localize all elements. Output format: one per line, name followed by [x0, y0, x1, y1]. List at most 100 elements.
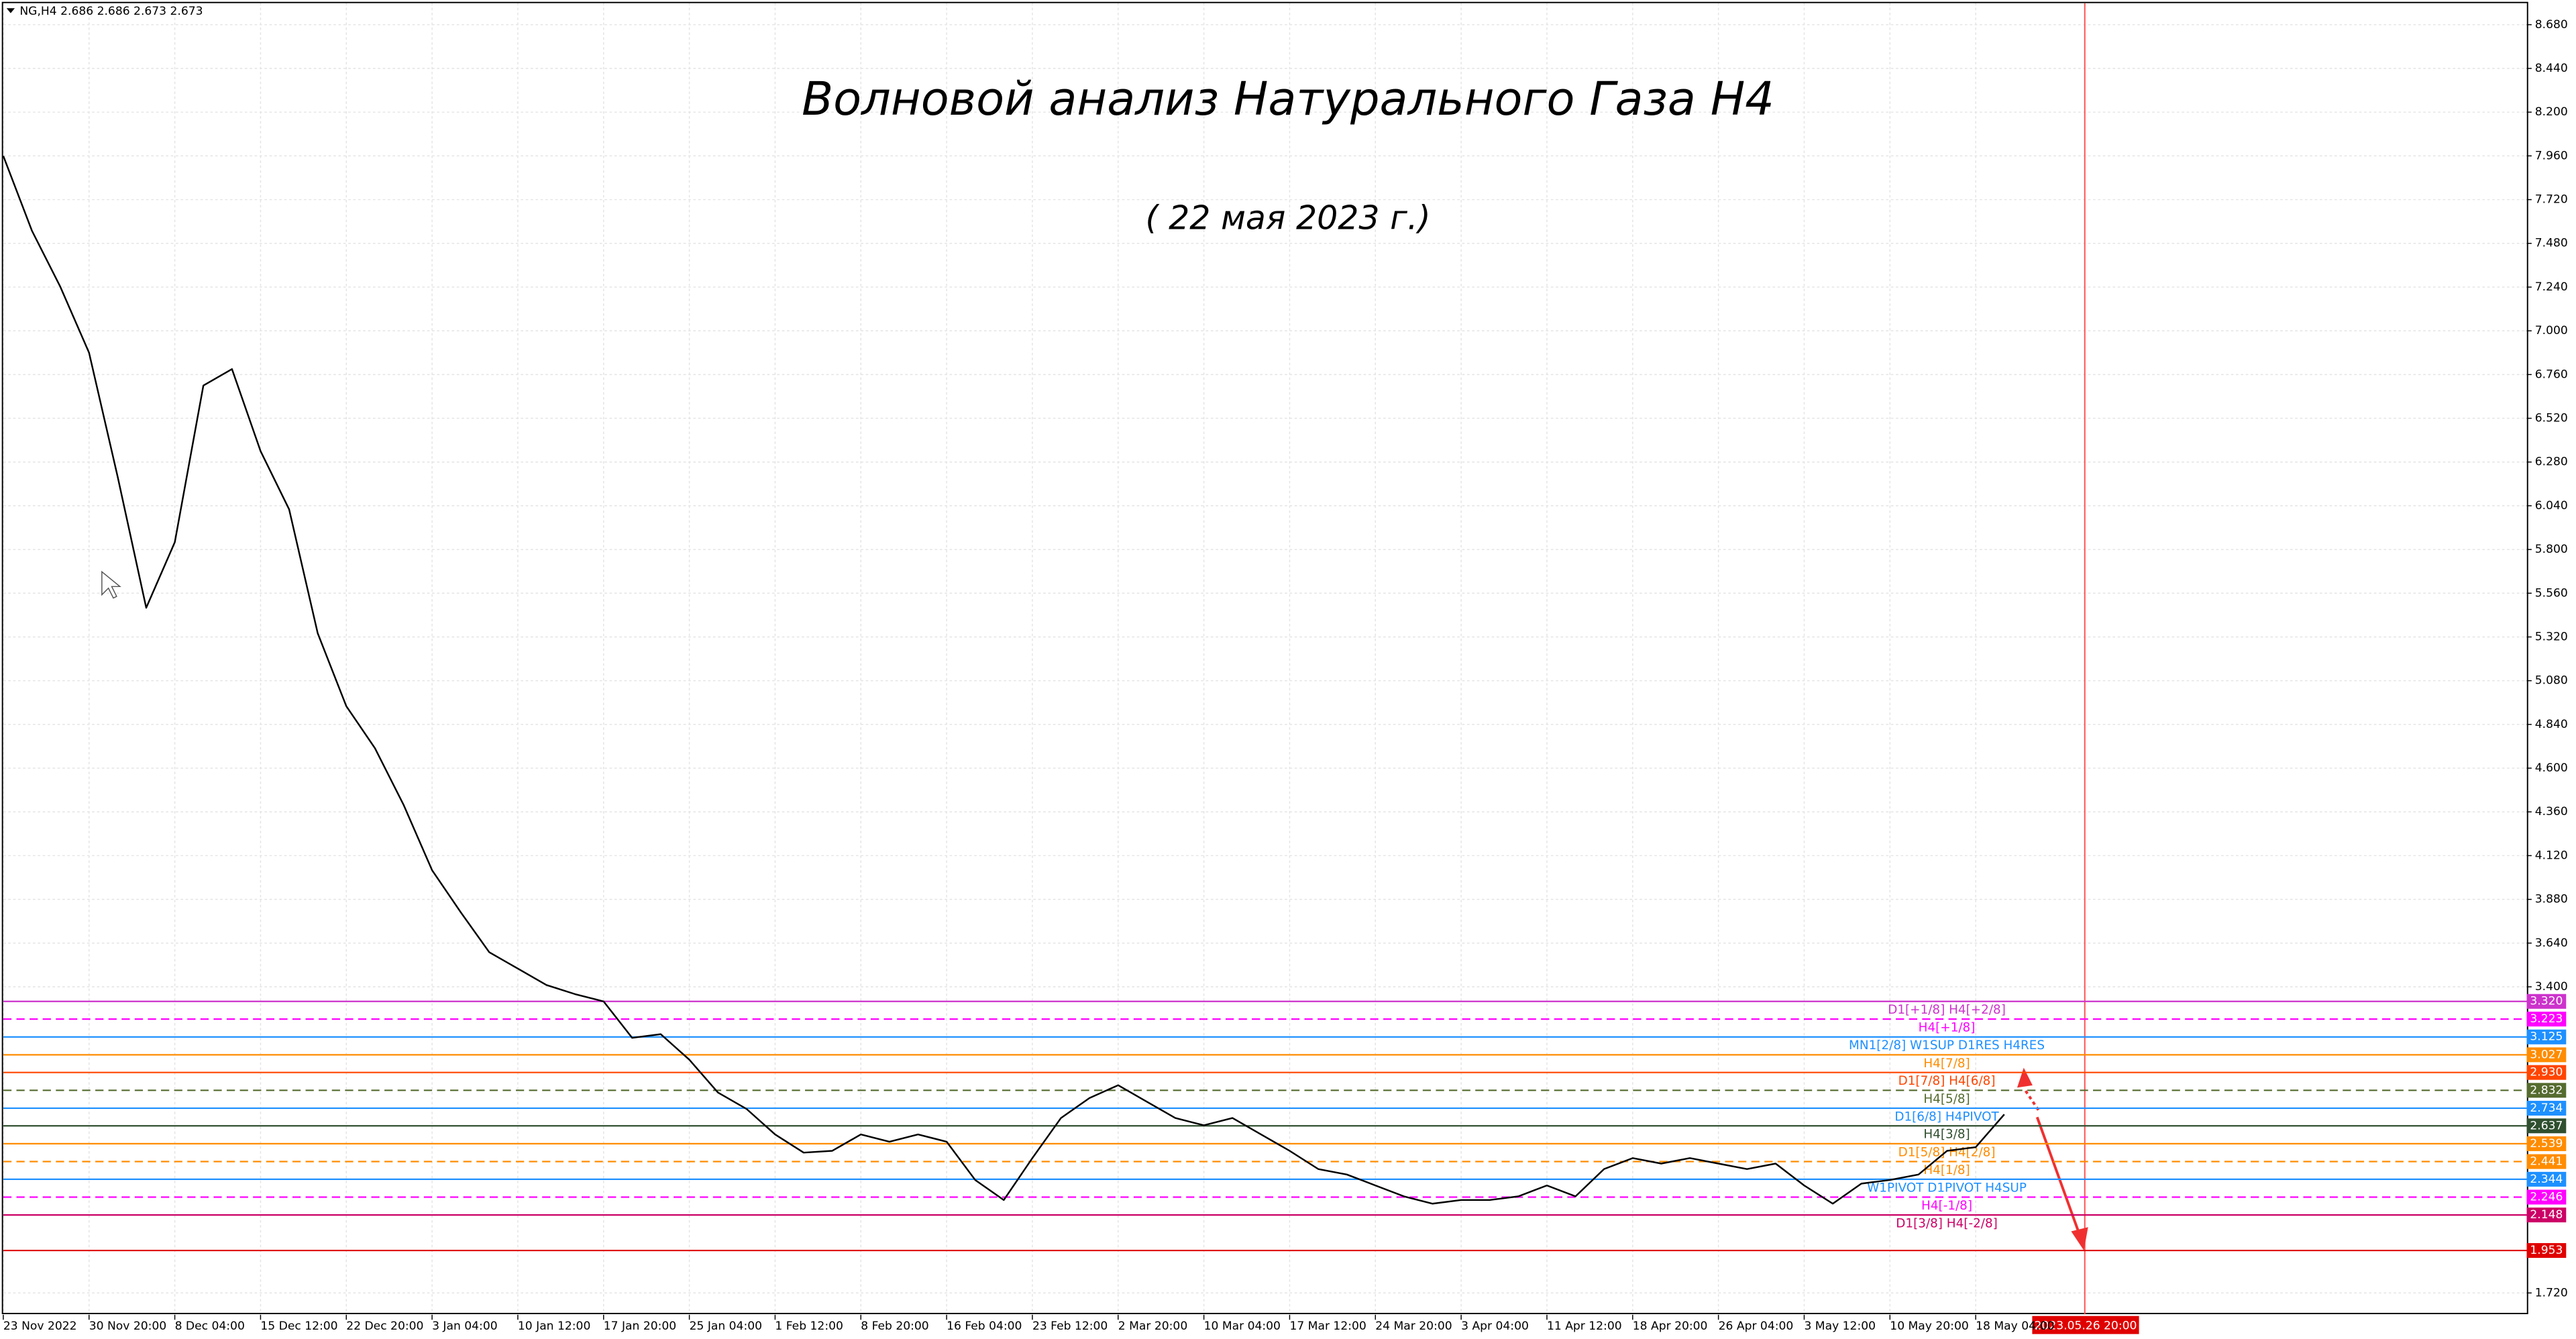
cursor-tag — [2032, 1316, 2139, 1334]
level-label: MN1[2/8] W1SUP D1RES H4RES — [1849, 1038, 2045, 1053]
x-tick-label: 11 Apr 12:00 — [1547, 1320, 1622, 1333]
price-tag-label: 2.734 — [2530, 1102, 2563, 1115]
x-tick-label: 8 Feb 20:00 — [861, 1320, 928, 1333]
level-label: H4[-1/8] — [1921, 1199, 1972, 1213]
y-tick-label: 6.280 — [2535, 456, 2568, 469]
x-tick-label: 3 Jan 04:00 — [432, 1320, 498, 1333]
y-tick-label: 5.080 — [2535, 674, 2568, 688]
price-tag — [2526, 1154, 2567, 1169]
price-tag-label: 2.441 — [2530, 1155, 2563, 1169]
y-tick-label: 4.840 — [2535, 718, 2568, 731]
price-tag — [2526, 1243, 2567, 1258]
x-tick-label: 17 Mar 12:00 — [1289, 1320, 1366, 1333]
price-tag-label: 2.637 — [2530, 1119, 2563, 1132]
x-tick-label: 18 May 04:00 — [1976, 1320, 2054, 1333]
price-tag-label: 1.953 — [2530, 1244, 2563, 1257]
x-tick-label: 10 Mar 04:00 — [1204, 1320, 1281, 1333]
price-tag-label: 2.539 — [2530, 1137, 2563, 1150]
y-tick-label: 4.600 — [2535, 761, 2568, 775]
y-tick-label: 5.800 — [2535, 543, 2568, 556]
price-tag — [2526, 994, 2567, 1009]
x-tick-label: 23 Feb 12:00 — [1032, 1320, 1108, 1333]
price-tag-label: 2.148 — [2530, 1208, 2563, 1222]
chart-subtitle: ( 22 мая 2023 г.) — [1145, 199, 1430, 237]
level-label: H4[5/8] — [1923, 1092, 1970, 1106]
x-tick-label: 16 Feb 04:00 — [947, 1320, 1022, 1333]
x-tick-label: 24 Mar 20:00 — [1375, 1320, 1452, 1333]
level-label: D1[6/8] H4PIVOT — [1894, 1110, 1999, 1124]
price-tag — [2526, 1012, 2567, 1027]
level-label: H4[3/8] — [1923, 1128, 1970, 1142]
x-tick-label: 3 May 12:00 — [1804, 1320, 1876, 1333]
price-tag-label: 2.832 — [2530, 1083, 2563, 1097]
x-tick-label: 10 Jan 12:00 — [518, 1320, 590, 1333]
y-tick-label: 1.720 — [2535, 1286, 2568, 1299]
x-tick-label: 23 Nov 2022 — [3, 1320, 77, 1333]
y-tick-label: 7.480 — [2535, 237, 2568, 250]
price-tag-label: 3.320 — [2530, 995, 2563, 1008]
forecast-arrow — [2035, 1116, 2082, 1236]
cursor-time: 2023.05.26 20:00 — [2035, 1319, 2137, 1332]
y-tick-label: 6.040 — [2535, 499, 2568, 513]
price-tag — [2526, 1029, 2567, 1045]
x-tick-label: 18 Apr 20:00 — [1633, 1320, 1708, 1333]
price-tag-label: 3.125 — [2530, 1030, 2563, 1044]
y-tick-label: 8.440 — [2535, 62, 2568, 75]
x-tick-label: 8 Dec 04:00 — [175, 1320, 245, 1333]
price-tag-label: 2.930 — [2530, 1066, 2563, 1079]
price-tag — [2526, 1047, 2567, 1063]
x-tick-label: 26 Apr 04:00 — [1719, 1320, 1794, 1333]
price-line — [2, 155, 2005, 1205]
plot-frame — [1, 1, 2528, 1314]
x-tick-label: 15 Dec 12:00 — [260, 1320, 337, 1333]
y-tick-label: 8.680 — [2535, 18, 2568, 32]
price-tag — [2526, 1208, 2567, 1223]
price-tag — [2526, 1171, 2567, 1187]
y-tick-label: 5.560 — [2535, 586, 2568, 600]
x-tick-label: 30 Nov 20:00 — [89, 1320, 166, 1333]
y-tick-label: 4.360 — [2535, 805, 2568, 818]
level-label: D1[5/8] H4[2/8] — [1898, 1145, 1996, 1159]
arrow-head — [2017, 1067, 2033, 1088]
price-tag — [2526, 1118, 2567, 1134]
y-tick-label: 5.320 — [2535, 630, 2568, 643]
level-label: W1PIVOT D1PIVOT H4SUP — [1867, 1181, 2027, 1195]
x-tick-label: 25 Jan 04:00 — [690, 1320, 762, 1333]
grid — [3, 3, 2527, 1315]
chart-title: Волновой анализ Натурального Газа H4 — [802, 72, 1774, 126]
y-tick-label: 6.520 — [2535, 412, 2568, 425]
x-tick-label: 3 Apr 04:00 — [1461, 1320, 1529, 1333]
price-tag — [2526, 1100, 2567, 1116]
price-tag-label: 3.027 — [2530, 1048, 2563, 1061]
y-tick-label: 8.200 — [2535, 105, 2568, 119]
price-tag-label: 3.223 — [2530, 1012, 2563, 1026]
y-tick-label: 6.760 — [2535, 368, 2568, 381]
level-label: H4[1/8] — [1923, 1163, 1970, 1177]
level-label: D1[+1/8] H4[+2/8] — [1888, 1003, 2006, 1017]
x-tick-label: 1 Feb 12:00 — [775, 1320, 843, 1333]
y-tick-label: 7.960 — [2535, 149, 2568, 162]
y-tick-label: 7.000 — [2535, 324, 2568, 337]
x-tick-label: 22 Dec 20:00 — [346, 1320, 423, 1333]
y-tick-label: 3.400 — [2535, 980, 2568, 994]
menu-icon[interactable] — [6, 8, 15, 13]
level-label: H4[7/8] — [1923, 1057, 1970, 1071]
price-tag — [2526, 1065, 2567, 1080]
arrow-head — [2071, 1227, 2088, 1250]
x-tick-label: 10 May 20:00 — [1890, 1320, 1968, 1333]
price-tag — [2526, 1136, 2567, 1151]
y-tick-label: 4.120 — [2535, 849, 2568, 862]
y-tick-label: 7.720 — [2535, 193, 2568, 207]
price-tag — [2526, 1189, 2567, 1205]
mouse-cursor — [101, 570, 121, 599]
forecast-arrows — [2017, 1067, 2088, 1250]
y-tick-label: 3.880 — [2535, 893, 2568, 906]
level-label: D1[3/8] H4[-2/8] — [1896, 1217, 1998, 1231]
forecast-arrow — [2024, 1090, 2040, 1112]
price-tag-label: 2.246 — [2530, 1190, 2563, 1203]
price-tag — [2526, 1083, 2567, 1098]
x-tick-label: 17 Jan 20:00 — [604, 1320, 676, 1333]
x-tick-label: 2 Mar 20:00 — [1118, 1320, 1187, 1333]
